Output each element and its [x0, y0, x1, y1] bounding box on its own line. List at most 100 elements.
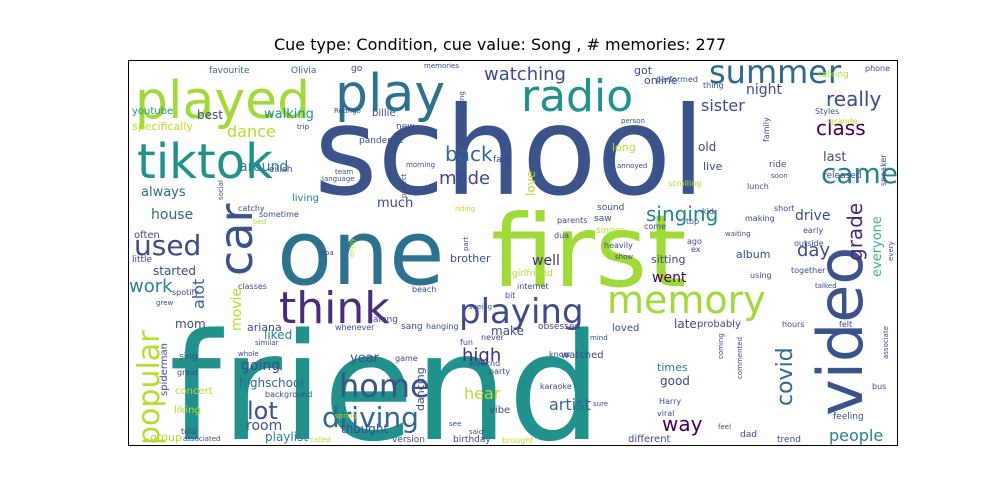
- word-cloud-term: summer: [709, 61, 842, 91]
- word-cloud-term: speaker: [879, 154, 888, 186]
- word-cloud-term: one: [277, 201, 444, 306]
- word-cloud-term: often: [134, 230, 160, 241]
- word-cloud-term: watched: [561, 350, 604, 361]
- word-cloud-term: spring: [335, 412, 357, 420]
- word-cloud-term: ariana: [247, 321, 282, 334]
- word-cloud-term: pandemic: [359, 136, 403, 146]
- word-cloud-term: version: [392, 435, 425, 445]
- word-cloud-term: sister: [701, 96, 745, 115]
- word-cloud-term: school: [314, 81, 705, 223]
- word-cloud-term: around: [239, 159, 288, 175]
- word-cloud-term: singer: [596, 226, 624, 236]
- word-cloud-term: bit: [505, 291, 515, 300]
- word-cloud-term: popular: [132, 330, 167, 445]
- word-cloud-term: ago: [687, 237, 702, 246]
- word-cloud-term: performed: [656, 75, 698, 84]
- word-cloud-term: talking: [818, 70, 849, 80]
- word-cloud-term: class: [816, 116, 866, 140]
- word-cloud-term: heavily: [604, 241, 633, 250]
- word-cloud-term: phone: [865, 64, 890, 73]
- word-cloud-term: great: [177, 368, 198, 377]
- word-cloud-term: making: [745, 214, 775, 223]
- word-cloud-term: annoyed: [617, 162, 647, 170]
- figure-title: Cue type: Condition, cue value: Song , #…: [273, 35, 727, 54]
- word-cloud-term: sometime: [259, 210, 299, 219]
- word-cloud-term: friend: [169, 302, 602, 445]
- word-cloud-term: coming: [717, 333, 725, 359]
- word-cloud-term: karaoke: [540, 382, 572, 391]
- word-cloud-term: long: [612, 141, 636, 154]
- word-cloud-term: live: [703, 160, 723, 173]
- word-cloud-term: told: [181, 427, 196, 436]
- word-cloud-term: social: [217, 180, 225, 200]
- word-cloud-term: first: [491, 193, 686, 310]
- word-cloud-term: mom: [175, 317, 206, 331]
- word-cloud-term: parents: [557, 216, 587, 225]
- word-cloud-term: riding: [455, 205, 475, 213]
- word-cloud-term: talked: [815, 282, 837, 290]
- word-cloud-term: fun: [460, 338, 473, 347]
- word-cloud-term: different: [628, 434, 671, 445]
- word-cloud-term: used: [134, 229, 201, 262]
- word-cloud-term: memories: [424, 62, 459, 70]
- word-cloud-term: dance: [227, 122, 276, 141]
- word-cloud-term: movie: [229, 288, 245, 331]
- word-cloud-term: living: [292, 193, 319, 204]
- word-cloud-term: short: [774, 204, 795, 213]
- word-cloud-term: show: [615, 253, 633, 261]
- word-cloud-term: trip: [297, 123, 310, 131]
- word-cloud-term: dad: [740, 430, 757, 440]
- word-cloud-term: last: [823, 150, 846, 165]
- word-cloud-term: always: [141, 185, 186, 200]
- word-cloud-term: bed: [253, 218, 266, 226]
- word-cloud-term: brought: [502, 436, 533, 445]
- word-cloud-term: new: [396, 122, 415, 132]
- word-cloud-term: online: [644, 74, 678, 87]
- word-cloud-term: lipa: [321, 249, 334, 257]
- word-cloud-term: concert: [175, 386, 213, 397]
- word-cloud-term: good: [660, 374, 690, 388]
- word-cloud-term: loved: [612, 323, 639, 334]
- word-cloud-term: late: [674, 317, 697, 331]
- word-cloud-term: kid: [702, 207, 714, 216]
- word-cloud-term: along: [373, 315, 398, 325]
- word-cloud-term: beach: [412, 285, 436, 294]
- word-cloud-term: come: [644, 222, 666, 231]
- word-cloud-term: background: [265, 390, 312, 399]
- word-cloud-term: video: [804, 247, 877, 416]
- word-cloud-term: everyone: [870, 216, 885, 277]
- word-cloud-term: car: [209, 204, 263, 276]
- word-cloud-term: family: [762, 117, 771, 142]
- word-cloud-term: play: [335, 64, 445, 124]
- word-cloud-term: obsessed: [538, 322, 580, 332]
- word-cloud-term: best: [197, 108, 223, 122]
- word-cloud-term: think: [279, 283, 390, 334]
- word-cloud-term: waiting: [725, 230, 751, 238]
- word-cloud-term: sang: [401, 322, 423, 332]
- word-cloud-term: singing: [646, 202, 718, 226]
- word-cloud-term: brother: [450, 252, 491, 265]
- word-cloud-term: came: [821, 157, 897, 190]
- word-cloud-term: outside: [794, 239, 824, 248]
- word-cloud-term: sound: [597, 203, 624, 213]
- word-cloud-term: tiktok: [137, 134, 273, 190]
- word-cloud-term: know: [549, 350, 571, 359]
- word-cloud-term: driving: [322, 401, 419, 434]
- word-cloud-term: classes: [238, 282, 267, 291]
- word-cloud-term: thing: [703, 81, 724, 90]
- word-cloud-term: memory: [607, 278, 766, 322]
- word-cloud-term: spotify: [172, 288, 199, 297]
- word-cloud-term: team: [335, 168, 353, 176]
- word-cloud-term: much: [377, 196, 413, 211]
- word-cloud-term: billie: [372, 108, 396, 119]
- word-cloud-term: language: [322, 175, 355, 183]
- word-cloud-term: catchy: [238, 204, 265, 213]
- word-cloud-term: covid: [773, 347, 798, 406]
- word-cloud-term: grande: [829, 117, 857, 126]
- word-cloud-term: felt: [839, 320, 852, 329]
- word-cloud-term: game: [395, 354, 418, 363]
- word-cloud-term: playing: [459, 292, 584, 332]
- word-cloud-term: trend: [777, 435, 801, 445]
- word-cloud-term: day: [797, 240, 830, 261]
